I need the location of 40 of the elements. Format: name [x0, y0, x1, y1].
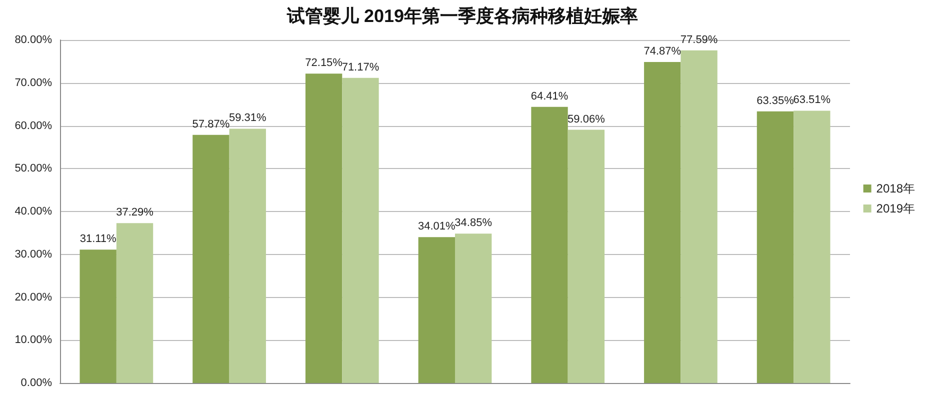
y-tick-label: 50.00%	[14, 162, 52, 175]
y-tick-label: 30.00%	[14, 248, 52, 260]
bar	[305, 74, 342, 383]
y-tick-label: 80.00%	[14, 34, 52, 46]
legend-label: 2019年	[876, 202, 916, 216]
bar	[192, 134, 230, 383]
y-tick-label: 10.00%	[14, 334, 52, 346]
data-label: 63.51%	[793, 94, 831, 106]
bar	[455, 234, 492, 383]
y-tick-label: 0.00%	[20, 377, 52, 389]
legend-label: 2018年	[876, 182, 916, 196]
data-label: 37.29%	[116, 206, 154, 219]
data-label: 64.41%	[530, 90, 568, 102]
bar	[229, 128, 266, 383]
data-label: 57.87%	[192, 118, 230, 130]
bar	[342, 78, 379, 383]
data-label: 72.15%	[305, 57, 343, 70]
bar	[680, 50, 718, 383]
data-label: 71.17%	[342, 61, 380, 74]
y-tick-label: 20.00%	[14, 291, 52, 304]
data-label: 59.31%	[228, 112, 266, 124]
bar	[644, 62, 681, 383]
bar	[418, 237, 455, 383]
bar	[756, 111, 794, 383]
data-label: 74.87%	[644, 45, 682, 58]
bar	[531, 106, 568, 383]
data-label: 59.06%	[568, 113, 606, 126]
data-label: 34.85%	[454, 217, 492, 230]
bar	[568, 130, 605, 383]
bar	[794, 110, 830, 383]
bar	[80, 250, 116, 383]
data-label: 34.01%	[418, 220, 456, 233]
data-label: 63.35%	[756, 94, 794, 107]
y-tick-label: 40.00%	[14, 206, 52, 218]
data-label: 77.59%	[680, 34, 718, 46]
bar	[116, 223, 154, 383]
y-tick-label: 60.00%	[14, 120, 52, 132]
y-tick-label: 70.00%	[14, 76, 52, 89]
data-label: 31.11%	[80, 233, 117, 246]
chart-title: 试管婴儿 2019年第一季度各病种移植妊娠率	[286, 6, 638, 26]
